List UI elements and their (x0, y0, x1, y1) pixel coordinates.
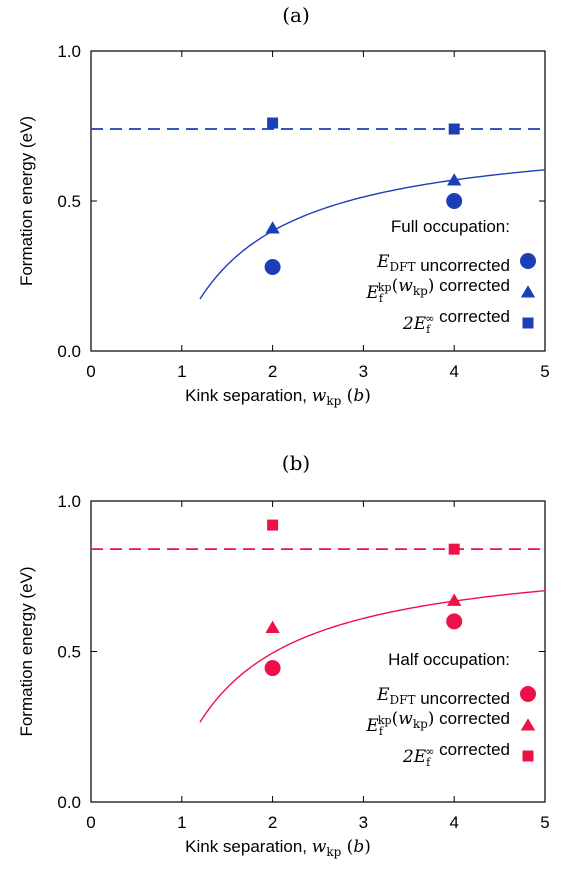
x-tick-label: 2 (268, 362, 277, 381)
x-tick-label: 1 (177, 362, 186, 381)
x-axis-label-var: w (312, 386, 327, 406)
legend-superscript: ∞ (425, 312, 434, 325)
y-tick-label: 0.5 (57, 192, 81, 211)
x-axis-label-paren: ( (341, 386, 353, 406)
legend-entry: Efkp(wkp) corrected (365, 709, 510, 738)
y-tick-label: 0.5 (57, 643, 81, 662)
legend-paren: ( (392, 709, 399, 729)
legend-superscript: kp (378, 714, 392, 727)
x-axis-label-text: Kink separation, (185, 386, 312, 405)
y-tick-label: 0.0 (57, 342, 81, 361)
legend-paren-var: w (398, 709, 413, 729)
legend-paren: ( (392, 276, 399, 296)
legend-subscript: f (379, 725, 384, 738)
x-axis-label: Kink separation, wkp (b) (185, 837, 371, 859)
legend-label: corrected (434, 307, 510, 326)
x-tick-label: 1 (177, 813, 186, 832)
x-tick-label: 3 (359, 362, 368, 381)
legend-superscript: ∞ (425, 745, 434, 758)
x-axis-label-sub: kp (326, 394, 341, 408)
x-tick-label: 3 (359, 813, 368, 832)
legend-superscript: kp (378, 281, 392, 294)
data-point-square (448, 123, 460, 135)
legend-entry: EDFT uncorrected (376, 685, 510, 708)
x-axis-label-paren: ( (341, 837, 353, 857)
x-tick-label: 4 (449, 813, 458, 832)
legend-paren-var: w (398, 276, 413, 296)
legend-symbol: E (365, 283, 379, 303)
fit-curve (199, 590, 546, 723)
legend-subscript: DFT (390, 260, 416, 274)
x-tick-label: 5 (540, 813, 549, 832)
data-point-triangle (265, 221, 280, 234)
legend-paren: ) (428, 276, 435, 296)
x-tick-label: 5 (540, 362, 549, 381)
legend-paren-sub: kp (413, 717, 428, 731)
x-tick-label: 2 (268, 813, 277, 832)
legend-paren: ) (428, 709, 435, 729)
y-tick-label: 0.0 (57, 793, 81, 812)
legend-marker-triangle (520, 718, 536, 731)
legend-entry: Efkp(wkp) corrected (365, 276, 510, 305)
legend-symbol: 2E (402, 747, 427, 767)
fit-curve (199, 169, 546, 300)
legend-title: Half occupation: (388, 650, 510, 669)
legend-symbol: 2E (402, 314, 427, 334)
legend-title: Full occupation: (391, 217, 510, 236)
x-axis-label: Kink separation, wkp (b) (185, 386, 371, 408)
x-tick-label: 4 (449, 362, 458, 381)
x-axis-label-unit: b (353, 386, 364, 406)
legend-subscript: DFT (390, 693, 416, 707)
x-axis-label-paren: ) (364, 837, 371, 857)
data-point-circle (264, 259, 281, 275)
legend-marker-square (522, 317, 534, 329)
data-point-circle (446, 193, 463, 209)
plot-frame (90, 50, 546, 352)
legend-entry: 2Ef∞ corrected (402, 740, 510, 769)
x-axis-label-var: w (312, 837, 327, 857)
y-axis-label: Formation energy (eV) (17, 566, 36, 736)
legend-marker-square (522, 750, 534, 762)
legend-symbol: E (365, 716, 379, 736)
x-axis-label-unit: b (353, 837, 364, 857)
data-point-triangle (447, 173, 462, 186)
legend-marker-circle (520, 253, 536, 269)
x-tick-label: 0 (86, 362, 95, 381)
chart-panel-a: (a) 0 1 2 3 4 5 0.0 0.5 1.0 Formation energy (eV) K… (17, 3, 550, 408)
data-point-square (448, 543, 460, 555)
legend-marker-circle (520, 686, 536, 702)
data-point-circle (446, 613, 463, 630)
panel-label: (b) (282, 451, 310, 475)
y-axis-label: Formation energy (eV) (17, 116, 36, 286)
x-tick-label: 0 (86, 813, 95, 832)
data-point-square (267, 519, 279, 531)
data-point-triangle (447, 593, 462, 606)
legend-symbol: E (376, 685, 390, 705)
legend-subscript: f (379, 292, 384, 305)
legend-symbol: E (376, 252, 390, 272)
legend-label: corrected (434, 709, 510, 728)
legend-entry: 2Ef∞ corrected (402, 307, 510, 336)
legend-label: uncorrected (416, 689, 511, 708)
legend-entry: EDFT uncorrected (376, 252, 510, 275)
data-point-triangle (265, 620, 280, 633)
panel-label: (a) (282, 3, 310, 27)
data-point-circle (264, 660, 281, 677)
y-tick-label: 1.0 (57, 42, 81, 61)
x-axis-label-sub: kp (326, 845, 341, 859)
y-tick-label: 1.0 (57, 492, 81, 511)
legend-label: uncorrected (416, 256, 511, 275)
x-axis-label-paren: ) (364, 386, 371, 406)
legend-label: corrected (434, 276, 510, 295)
legend-subscript: f (426, 323, 431, 336)
legend-label: corrected (434, 740, 510, 759)
legend-marker-triangle (520, 285, 536, 298)
legend-paren-sub: kp (413, 284, 428, 298)
x-axis-label-text: Kink separation, (185, 837, 312, 856)
data-point-square (267, 117, 279, 129)
legend-subscript: f (426, 756, 431, 769)
